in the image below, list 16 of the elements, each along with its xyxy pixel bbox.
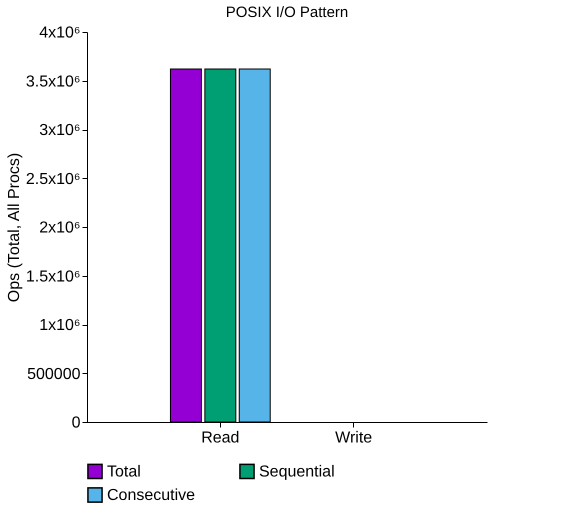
y-tick-label: 3x10⁶ — [39, 122, 80, 139]
y-tick-label: 2x10⁶ — [39, 220, 80, 236]
y-tick-label: 0 — [72, 414, 81, 432]
y-tick-label: 3.5x10⁶ — [26, 73, 80, 90]
x-tick-label: Write — [335, 430, 372, 446]
y-tick-label: 2.5x10⁶ — [26, 170, 80, 188]
legend-label: Sequential — [259, 463, 335, 480]
y-tick-label: 1x10⁶ — [39, 317, 80, 334]
y-tick-label: 1.5x10⁶ — [26, 268, 80, 286]
chart-title: POSIX I/O Pattern — [226, 4, 348, 21]
legend-label: Total — [107, 463, 141, 480]
y-tick-label: 500000 — [27, 366, 81, 383]
x-tick-label: Read — [201, 430, 240, 446]
legend-label: Consecutive — [107, 487, 196, 504]
y-axis-title: Ops (Total, All Procs) — [6, 152, 23, 302]
y-tick-label: 4x10⁶ — [39, 24, 80, 42]
